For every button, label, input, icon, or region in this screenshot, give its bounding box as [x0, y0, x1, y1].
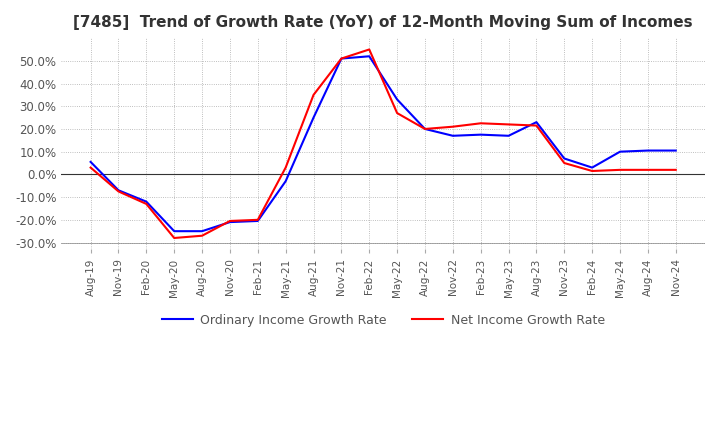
Net Income Growth Rate: [532, 123, 541, 128]
Ordinary Income Growth Rate: [198, 228, 207, 234]
Ordinary Income Growth Rate: [532, 120, 541, 125]
Ordinary Income Growth Rate: [477, 132, 485, 137]
Net Income Growth Rate: [616, 167, 624, 172]
Net Income Growth Rate: [393, 110, 402, 116]
Title: [7485]  Trend of Growth Rate (YoY) of 12-Month Moving Sum of Incomes: [7485] Trend of Growth Rate (YoY) of 12-…: [73, 15, 693, 30]
Net Income Growth Rate: [420, 126, 429, 132]
Ordinary Income Growth Rate: [114, 187, 123, 193]
Net Income Growth Rate: [170, 235, 179, 241]
Ordinary Income Growth Rate: [393, 97, 402, 102]
Ordinary Income Growth Rate: [253, 218, 262, 224]
Ordinary Income Growth Rate: [672, 148, 680, 153]
Ordinary Income Growth Rate: [282, 179, 290, 184]
Ordinary Income Growth Rate: [337, 56, 346, 61]
Net Income Growth Rate: [337, 56, 346, 61]
Net Income Growth Rate: [672, 167, 680, 172]
Ordinary Income Growth Rate: [449, 133, 457, 139]
Net Income Growth Rate: [114, 189, 123, 194]
Ordinary Income Growth Rate: [365, 54, 374, 59]
Line: Net Income Growth Rate: Net Income Growth Rate: [91, 49, 676, 238]
Ordinary Income Growth Rate: [170, 228, 179, 234]
Ordinary Income Growth Rate: [588, 165, 596, 170]
Ordinary Income Growth Rate: [309, 115, 318, 120]
Ordinary Income Growth Rate: [644, 148, 652, 153]
Net Income Growth Rate: [309, 92, 318, 98]
Net Income Growth Rate: [588, 169, 596, 174]
Net Income Growth Rate: [282, 165, 290, 170]
Net Income Growth Rate: [560, 161, 569, 166]
Ordinary Income Growth Rate: [86, 159, 95, 165]
Net Income Growth Rate: [504, 122, 513, 127]
Line: Ordinary Income Growth Rate: Ordinary Income Growth Rate: [91, 56, 676, 231]
Ordinary Income Growth Rate: [560, 156, 569, 161]
Net Income Growth Rate: [477, 121, 485, 126]
Ordinary Income Growth Rate: [420, 126, 429, 132]
Net Income Growth Rate: [644, 167, 652, 172]
Net Income Growth Rate: [365, 47, 374, 52]
Ordinary Income Growth Rate: [142, 199, 150, 204]
Net Income Growth Rate: [253, 217, 262, 223]
Ordinary Income Growth Rate: [504, 133, 513, 139]
Legend: Ordinary Income Growth Rate, Net Income Growth Rate: Ordinary Income Growth Rate, Net Income …: [157, 309, 610, 332]
Ordinary Income Growth Rate: [225, 220, 234, 225]
Net Income Growth Rate: [142, 201, 150, 206]
Net Income Growth Rate: [225, 218, 234, 224]
Net Income Growth Rate: [449, 124, 457, 129]
Ordinary Income Growth Rate: [616, 149, 624, 154]
Net Income Growth Rate: [198, 233, 207, 238]
Net Income Growth Rate: [86, 165, 95, 170]
